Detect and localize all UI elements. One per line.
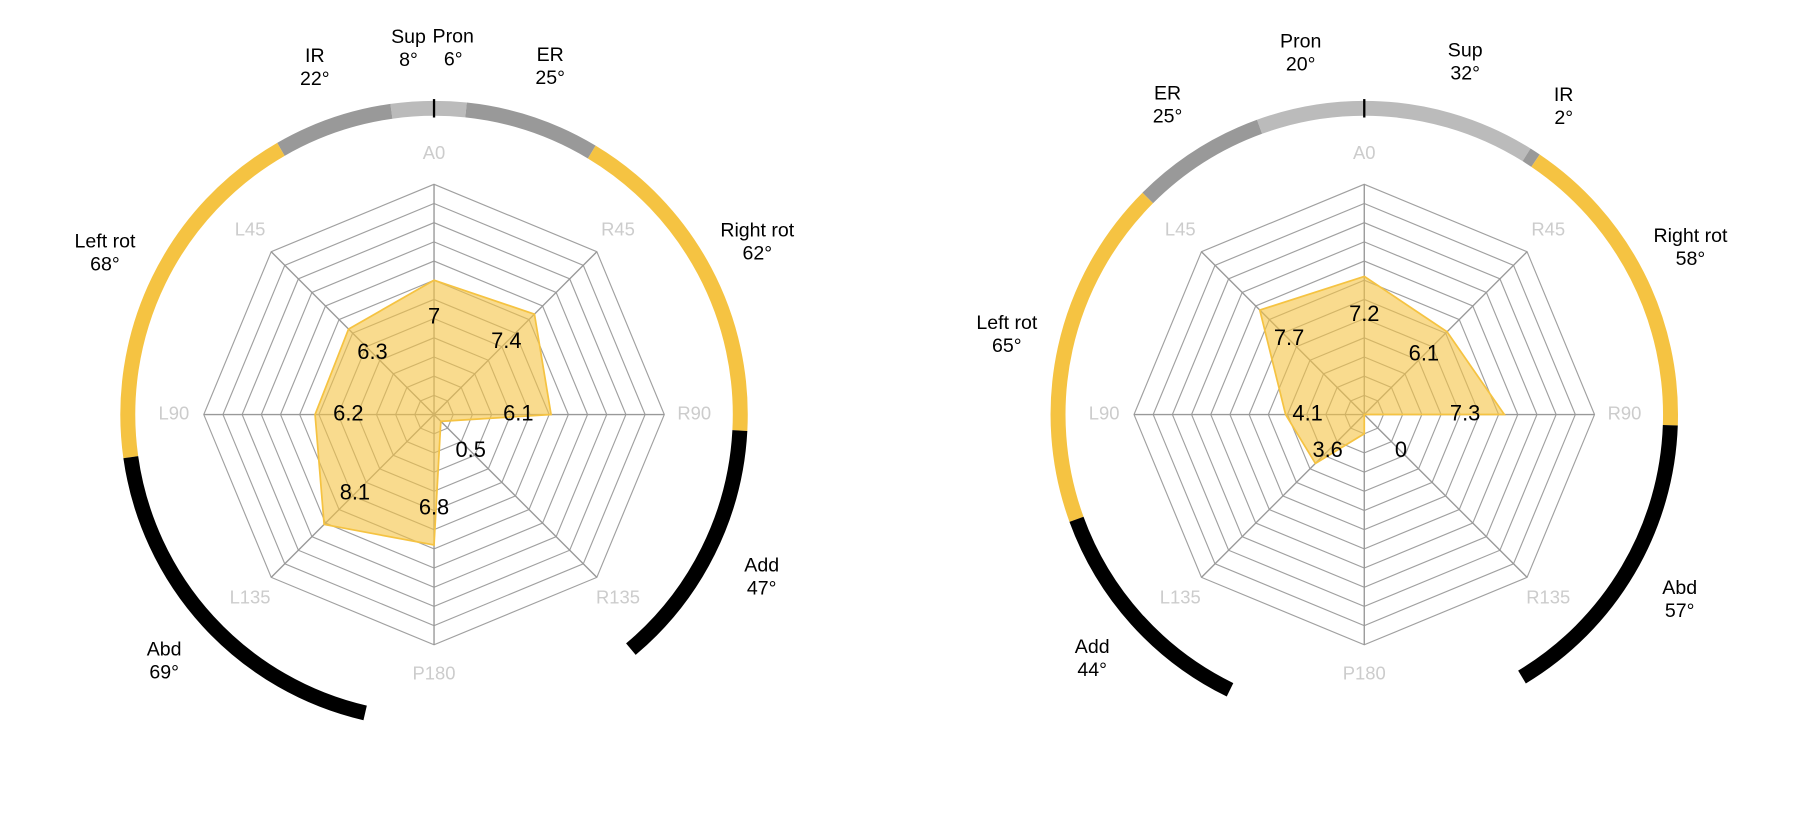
ring-value: 57° <box>1665 600 1695 622</box>
ring-name: Add <box>744 555 779 577</box>
ring-name: Pron <box>1280 31 1321 53</box>
ring-segment <box>1364 100 1531 162</box>
ring-segment <box>433 100 467 118</box>
axis-label: L135 <box>230 586 271 607</box>
axis-label: L135 <box>1160 586 1201 607</box>
data-area <box>1258 275 1506 465</box>
spoke <box>433 414 598 578</box>
value-label: 6.2 <box>333 400 363 425</box>
ring-name: Abd <box>147 639 182 661</box>
value-label: 7.4 <box>491 328 521 353</box>
ring-name: Abd <box>1662 577 1697 599</box>
spoke <box>1363 414 1528 578</box>
axis-label: P180 <box>413 663 456 684</box>
ring-name: IR <box>305 45 325 67</box>
axis-label: L45 <box>1165 218 1196 239</box>
value-label: 6.8 <box>419 494 449 519</box>
ring-value: 25° <box>535 67 565 89</box>
value-label: 8.1 <box>340 479 370 504</box>
ring-value: 68° <box>90 254 120 276</box>
ring-value: 32° <box>1450 62 1480 84</box>
ring-name: ER <box>1154 82 1181 104</box>
ring-segment <box>277 103 393 156</box>
ring-name: Sup <box>391 26 426 48</box>
value-label: 6.1 <box>503 400 533 425</box>
axis-label: A0 <box>423 142 446 163</box>
value-label: 4.1 <box>1292 400 1322 425</box>
value-label: 0.5 <box>455 437 485 462</box>
value-label: 7.2 <box>1349 301 1379 326</box>
value-label: 7.7 <box>1274 325 1304 350</box>
axis-label: L45 <box>235 218 266 239</box>
ring-segment <box>120 142 285 459</box>
ring-segment <box>1142 119 1263 204</box>
value-label: 0 <box>1395 437 1407 462</box>
ring-segment <box>626 430 748 655</box>
ring-value: 25° <box>1153 105 1183 127</box>
axis-label: L90 <box>158 402 189 423</box>
axis-label: L90 <box>1089 402 1120 423</box>
ring-name: Right rot <box>720 219 794 241</box>
ring-value: 69° <box>149 662 179 684</box>
ring-segment <box>1050 192 1154 522</box>
axis-label: R45 <box>1531 218 1565 239</box>
ring-segment <box>1531 154 1678 426</box>
value-label: 3.6 <box>1312 437 1342 462</box>
ring-value: 8° <box>399 49 418 71</box>
ring-value: 62° <box>742 242 772 264</box>
ring-segment <box>587 145 748 431</box>
ring-name: Sup <box>1448 39 1483 61</box>
ring-value: 65° <box>992 335 1022 357</box>
ring-name: ER <box>537 44 564 66</box>
axis-label: R135 <box>596 586 640 607</box>
ring-value: 47° <box>747 578 777 600</box>
ring-segment <box>1522 148 1540 167</box>
ring-segment <box>465 102 596 159</box>
ring-name: Right rot <box>1654 225 1728 247</box>
value-label: 6.3 <box>357 339 387 364</box>
ring-value: 44° <box>1077 659 1107 681</box>
data-area <box>314 279 553 547</box>
ring-name: Left rot <box>75 231 136 253</box>
ring-value: 20° <box>1286 54 1316 76</box>
ring-name: Left rot <box>976 312 1037 334</box>
axis-label: R45 <box>601 218 635 239</box>
value-label: 7.3 <box>1450 400 1480 425</box>
value-label: 7 <box>428 304 440 329</box>
axis-label: R90 <box>677 402 711 423</box>
ring-name: IR <box>1554 84 1574 106</box>
ring-segment <box>1518 424 1678 684</box>
ring-value: 58° <box>1676 248 1706 270</box>
ring-segment <box>1069 516 1234 697</box>
ring-segment <box>1256 100 1365 134</box>
ring-value: 22° <box>300 68 330 90</box>
ring-segment <box>390 100 435 119</box>
axis-label: R90 <box>1608 402 1642 423</box>
axis-label: R135 <box>1526 586 1570 607</box>
ring-value: 6° <box>444 49 463 71</box>
axis-label: A0 <box>1353 142 1376 163</box>
ring-value: 2° <box>1554 107 1573 129</box>
value-label: 6.1 <box>1409 341 1439 366</box>
ring-name: Add <box>1075 636 1110 658</box>
ring-segment <box>123 456 367 721</box>
axis-label: P180 <box>1343 663 1386 684</box>
ring-name: Pron <box>433 26 474 48</box>
